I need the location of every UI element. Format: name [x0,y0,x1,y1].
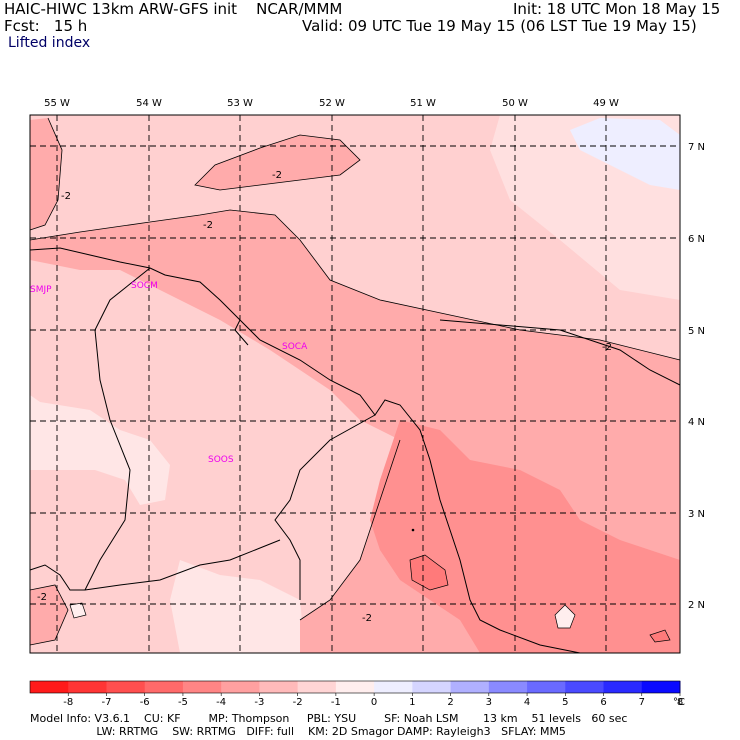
lat-label-3n: 3 N [688,509,705,520]
colorbar-swatch [335,681,375,693]
lon-label-55w: 55 W [44,98,70,109]
contour-minus2-south [299,439,401,621]
lon-label-54w: 54 W [136,98,162,109]
colorbar-swatch [144,681,184,693]
colorbar-swatch [641,681,681,693]
contour-label: -2 [272,170,282,181]
lon-label-51w: 51 W [410,98,436,109]
shade-band-minus3 [370,420,680,653]
colorbar-tick-label: 4 [524,697,530,708]
contour-minus2-north [194,134,361,191]
contour-label: -2 [362,613,372,624]
shade-light-south [170,560,305,653]
shade-light-west [30,395,170,505]
colorbar-swatch [182,681,222,693]
colorbar-swatch [374,681,413,693]
lat-label-5n: 5 N [688,326,705,337]
station-label: SMJP [30,285,52,295]
shade-small-cell-east [649,629,671,643]
colorbar-tick-label: -3 [254,697,264,708]
lon-label-52w: 52 W [319,98,345,109]
colorbar-tick-label: 5 [562,697,568,708]
init-time: Init: 18 UTC Mon 18 May 15 [513,0,721,18]
shade-band-minus2-sw [30,585,68,645]
colorbar-swatch [603,681,643,693]
colorbar-tick-label: 0 [371,697,377,708]
colorbar-unit: °C [673,697,685,708]
lat-label-4n: 4 N [688,417,705,428]
coastline [29,247,581,654]
lat-label-6n: 6 N [688,234,705,245]
lon-label-50w: 50 W [502,98,528,109]
lon-label-49w: 49 W [593,98,619,109]
local-minimum-marker [411,528,415,532]
contour-minus2-sw [29,584,69,646]
colorbar-swatch [527,681,566,693]
colorbar-tick-label: -8 [63,697,73,708]
field-name: Lifted index [8,35,91,51]
colorbar-tick-label: -5 [178,697,188,708]
lat-label-2n: 2 N [688,600,705,611]
colorbar-swatch [412,681,452,693]
colorbar-swatch [450,681,490,693]
footer-model-info: Model Info: V3.6.1 CU: KF MP: Thompson P… [30,712,628,725]
colorbar-tick-label: 6 [600,697,606,708]
contour-label: -2 [61,191,71,202]
model-title: HAIC-HIWC 13km ARW-GFS init NCAR/MMM [4,0,343,18]
colorbar-swatch [565,681,605,693]
colorbar: -8 -7 -6 -5 -4 -3 -2 -1 0 1 2 3 4 5 6 7 8°C [29,680,685,708]
shade-positive-northeast [570,118,680,190]
colorbar-tick-label: 8 [677,697,683,708]
valid-time: Valid: 09 UTC Tue 19 May 15 (06 LST Tue … [302,17,697,35]
colorbar-tick-label: 3 [486,697,492,708]
colorbar-swatch [297,681,337,693]
colorbar-tick-label: -7 [101,697,111,708]
contour-label: -2 [203,220,213,231]
border-suriname-west [84,267,151,591]
shade-small-cell-west [69,602,87,619]
colorbar-swatch [106,681,146,693]
colorbar-tick-label: 1 [409,697,415,708]
contour-label: -2 [602,342,612,353]
colorbar-swatch [30,681,69,693]
map-frame [29,114,681,654]
colorbar-tick-label: -1 [331,697,341,708]
lon-label-53w: 53 W [227,98,253,109]
colorbar-swatch [221,681,260,693]
colorbar-frame [29,680,681,694]
forecast-hour: Fcst: 15 h [4,17,88,35]
colorbar-swatch [488,681,528,693]
lat-label-7n: 7 N [688,142,705,153]
station-label: SOCA [282,342,308,352]
coastline-east [439,319,681,386]
colorbar-tick-label: -4 [216,697,226,708]
contour-label: -2 [37,592,47,603]
colorbar-tick-label: -6 [140,697,150,708]
border-guiana-brazil [274,414,376,600]
shade-small-light-cell [554,604,576,629]
shade-band-minus2-north [195,135,360,190]
colorbar-tick-label: 2 [447,697,453,708]
lat-lon-grid [30,115,680,653]
station-label: SOCM [131,281,158,291]
footer-physics-info: LW: RRTMG SW: RRTMG DIFF: full KM: 2D Sm… [30,725,566,738]
colorbar-swatch [259,681,299,693]
station-label: SOOS [208,455,234,465]
colorbar-swatch [68,681,107,693]
shade-band-minus4 [409,554,449,591]
colorbar-tick-label: -2 [293,697,303,708]
colorbar-tick-label: 7 [639,697,645,708]
